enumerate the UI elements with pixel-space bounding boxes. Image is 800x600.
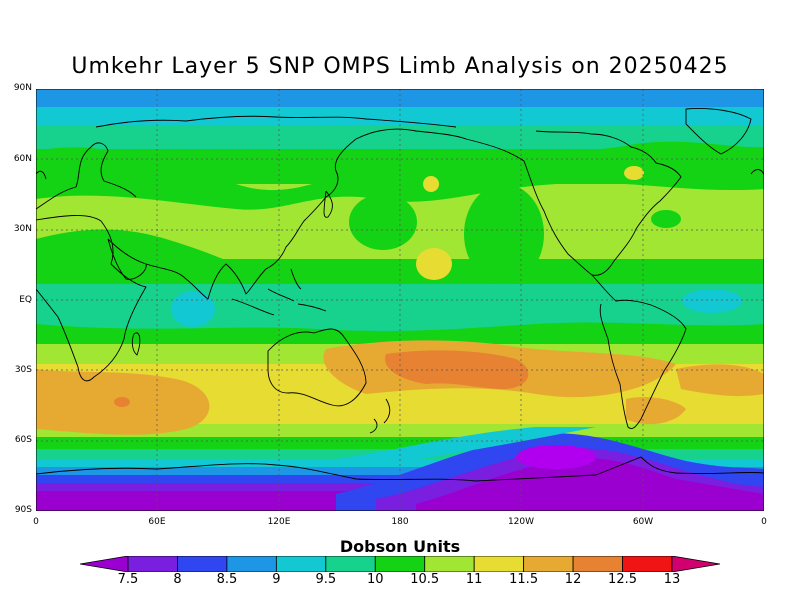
coast-indonesia: [231, 268, 327, 316]
colorbar-cell: [325, 556, 376, 572]
colorbar-cell: [127, 556, 178, 572]
colorbar-tick-label: 9.5: [315, 572, 337, 587]
contour-antarctic-purple: [416, 457, 764, 511]
contour-south-atlantic-orange-2: [626, 397, 686, 425]
contour-yellow-blob-canada: [624, 166, 644, 180]
coast-africa: [36, 215, 147, 382]
contour-antarctic-magenta: [516, 445, 596, 469]
contour-pacific-green-blob-2: [464, 184, 544, 284]
band-north-high: [36, 107, 764, 129]
lon-label-60w: 60W: [632, 517, 654, 527]
coast-north-america: [465, 130, 682, 276]
coast-madagascar: [131, 332, 141, 356]
contour-atlantic-cyan: [682, 289, 742, 313]
contour-pacific-yellow-blob: [416, 248, 452, 280]
lat-label-30n: 30N: [13, 224, 32, 234]
coast-japan: [323, 190, 333, 218]
lat-label-eq: EQ: [19, 295, 32, 305]
lat-label-60n: 60N: [13, 154, 32, 164]
coast-asia: [145, 128, 467, 300]
colorbar-cell: [424, 556, 475, 572]
contour-south-atlantic-orange: [676, 364, 764, 397]
colorbar: [80, 556, 720, 572]
lon-label-180: 180: [391, 517, 409, 527]
lon-label-120w: 120W: [507, 517, 535, 527]
contour-green-blob-atlantic: [651, 210, 681, 228]
colorbar-tick-label: 8.5: [216, 572, 238, 587]
coast-south-america: [591, 274, 687, 430]
colorbar-cell: [622, 556, 673, 572]
colorbar-tick-label: 12.5: [608, 572, 637, 587]
colorbar-cell: [177, 556, 228, 572]
coast-arabia: [107, 238, 147, 280]
colorbar-tick-label: 10.5: [410, 572, 440, 587]
lat-label-30s: 30S: [14, 365, 32, 375]
colorbar-tick-label: 12: [564, 572, 582, 587]
graticule: [36, 89, 764, 511]
map-title: Umkehr Layer 5 SNP OMPS Limb Analysis on…: [71, 54, 729, 79]
contour-asia-green-bulge: [36, 229, 256, 279]
coast-australia: [267, 328, 367, 407]
lon-label-120e: 120E: [267, 517, 291, 527]
coast-antarctica: [36, 456, 764, 482]
lon-label-0-end: 0: [761, 517, 767, 527]
colorbar-cell: [374, 556, 426, 572]
ozone-map: [36, 89, 764, 511]
colorbar-cell: [226, 556, 277, 572]
colorbar-cell: [473, 556, 525, 572]
contour-pacific-green-blob: [349, 194, 417, 250]
colorbar-cell: [80, 556, 129, 572]
coast-arctic-asia: [95, 115, 457, 128]
contour-south-indian-dark-orange: [114, 397, 130, 407]
lon-label-0: 0: [33, 517, 39, 527]
contour-south-cyan-wave: [336, 427, 596, 467]
contour-yellow-blob-siberia: [423, 176, 439, 192]
colorbar-tick-label: 9: [272, 572, 281, 587]
coast-nz: [369, 398, 391, 434]
colorbar-tick-label: 8: [173, 572, 182, 587]
colorbar-tick-label: 13: [663, 572, 681, 587]
colorbar-tick-label: 7.5: [117, 572, 139, 587]
colorbar-cell: [572, 556, 623, 572]
coastlines: [36, 108, 764, 482]
lat-label-90n: 90N: [13, 83, 32, 93]
colorbar-cell: [275, 556, 327, 572]
colorbar-tick-label: 11: [465, 572, 483, 587]
coast-uk: [36, 169, 764, 180]
coast-europe: [36, 142, 137, 210]
colorbar-tick-label: 10: [366, 572, 384, 587]
lat-label-60s: 60S: [14, 435, 32, 445]
colorbar-cell: [523, 556, 574, 572]
colorbar-title: Dobson Units: [339, 537, 461, 556]
lon-label-60e: 60E: [148, 517, 166, 527]
band-south-polar-a: [36, 467, 764, 477]
lat-label-90s: 90S: [14, 505, 32, 515]
colorbar-cell: [671, 556, 720, 572]
coast-greenland: [685, 108, 752, 155]
contour-south-pacific-yellow: [296, 392, 446, 424]
colorbar-tick-label: 11.5: [509, 572, 539, 587]
